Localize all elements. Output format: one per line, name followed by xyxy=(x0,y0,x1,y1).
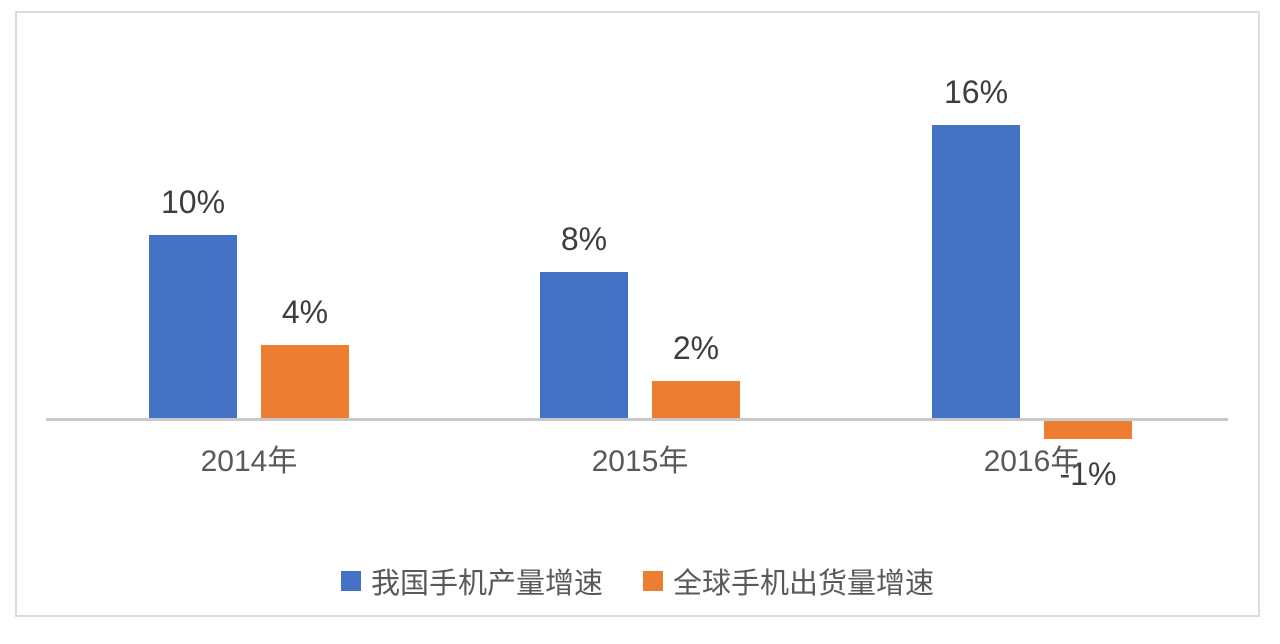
plot-area: 10% 8% 16% 4% 2% -1% 2014年 2015年 2016年 xyxy=(17,13,1258,615)
category-label-2: 2016年 xyxy=(983,445,1081,478)
value-label-series-1-group-0: 4% xyxy=(281,294,329,330)
bar-series-0-group-0 xyxy=(149,235,237,418)
value-label-series-0-group-0: 10% xyxy=(160,184,226,220)
legend-item-series-0: 我国手机产量增速 xyxy=(340,560,603,602)
chart-card: 10% 8% 16% 4% 2% -1% 2014年 2015年 2016年 我国手机产量增速 … xyxy=(15,11,1260,617)
value-label-series-0-group-2: 16% xyxy=(943,74,1009,110)
legend-label-series-0: 我国手机产量增速 xyxy=(370,568,603,600)
x-axis-line xyxy=(46,418,1228,421)
legend-label-series-1: 全球手机出货量增速 xyxy=(673,568,935,600)
bar-series-1-group-1 xyxy=(652,381,740,418)
category-label-0: 2014年 xyxy=(200,445,298,478)
bar-series-1-group-0 xyxy=(261,345,349,418)
value-label-series-1-group-2: -1% xyxy=(1059,456,1117,492)
value-label-series-0-group-1: 8% xyxy=(560,221,608,257)
category-label-1: 2015年 xyxy=(591,445,689,478)
bar-series-0-group-2 xyxy=(932,125,1020,418)
legend-swatch-blue xyxy=(340,571,361,591)
legend-item-series-1: 全球手机出货量增速 xyxy=(643,560,934,602)
bar-series-1-group-2 xyxy=(1044,421,1132,439)
legend: 我国手机产量增速 全球手机出货量增速 xyxy=(17,560,1258,602)
value-label-series-1-group-1: 2% xyxy=(672,330,720,366)
bar-series-0-group-1 xyxy=(540,272,628,418)
legend-swatch-orange xyxy=(643,571,663,591)
